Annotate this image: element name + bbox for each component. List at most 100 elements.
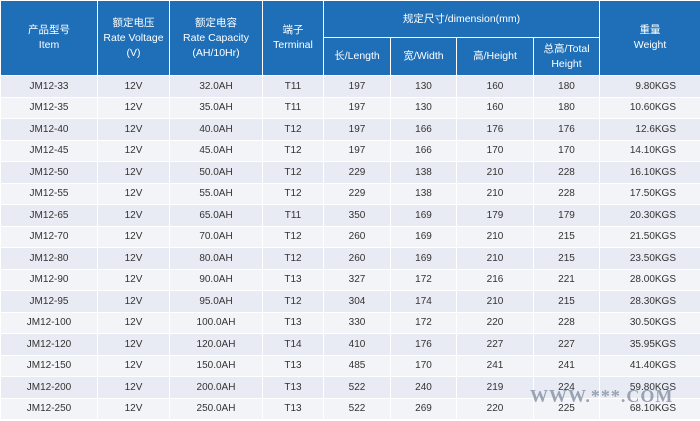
cell-height: 210: [456, 290, 534, 313]
cell-capacity: 100.0AH: [169, 312, 263, 334]
cell-capacity: 50.0AH: [169, 161, 263, 184]
cell-weight: 12.6KGS: [599, 118, 700, 141]
cell-width: 176: [390, 333, 457, 356]
header-width: 宽/Width: [390, 37, 457, 76]
cell-total-height: 215: [532, 247, 601, 270]
table-row: JM12-50 12V 50.0AH T12 229 138 210 228 16.10KGS: [0, 161, 700, 184]
cell-total-height: 180: [532, 97, 601, 119]
cell-voltage: 12V: [97, 290, 170, 313]
cell-total-height: 224: [532, 376, 601, 399]
cell-length: 197: [323, 97, 391, 119]
cell-height: 170: [456, 140, 534, 162]
cell-weight: 23.50KGS: [599, 247, 700, 270]
cell-capacity: 55.0AH: [169, 183, 263, 205]
cell-length: 197: [323, 118, 391, 141]
cell-item: JM12-35: [0, 97, 98, 119]
cell-voltage: 12V: [97, 204, 170, 227]
cell-length: 197: [323, 140, 391, 162]
cell-terminal: T11: [262, 204, 324, 227]
cell-terminal: T13: [262, 269, 324, 291]
cell-total-height: 179: [532, 204, 601, 227]
cell-item: JM12-45: [0, 140, 98, 162]
cell-terminal: T12: [262, 247, 324, 270]
cell-length: 229: [323, 161, 391, 184]
table-row: JM12-45 12V 45.0AH T12 197 166 170 170 14.10KGS: [0, 140, 700, 162]
cell-total-height: 170: [532, 140, 601, 162]
cell-length: 197: [323, 75, 391, 98]
cell-width: 166: [390, 140, 457, 162]
cell-item: JM12-40: [0, 118, 98, 141]
cell-total-height: 228: [532, 183, 601, 205]
cell-height: 210: [456, 247, 534, 270]
cell-height: 176: [456, 118, 534, 141]
cell-item: JM12-150: [0, 355, 98, 377]
cell-width: 269: [390, 398, 457, 420]
table-row: JM12-200 12V 200.0AH T13 522 240 219 224 59.80KG…: [0, 376, 700, 399]
cell-terminal: T12: [262, 183, 324, 205]
cell-capacity: 70.0AH: [169, 226, 263, 248]
cell-weight: 30.50KGS: [599, 312, 700, 334]
cell-length: 350: [323, 204, 391, 227]
cell-total-height: 215: [532, 226, 601, 248]
cell-height: 160: [456, 75, 534, 98]
cell-capacity: 35.0AH: [169, 97, 263, 119]
cell-weight: 68.10KGS: [599, 398, 700, 420]
cell-height: 210: [456, 226, 534, 248]
cell-capacity: 45.0AH: [169, 140, 263, 162]
cell-length: 260: [323, 247, 391, 270]
cell-voltage: 12V: [97, 333, 170, 356]
cell-total-height: 221: [532, 269, 601, 291]
cell-width: 169: [390, 204, 457, 227]
header-height: 高/Height: [456, 37, 534, 76]
cell-total-height: 228: [532, 161, 601, 184]
cell-height: 210: [456, 161, 534, 184]
table-row: JM12-90 12V 90.0AH T13 327 172 216 221 28.00KGS: [0, 269, 700, 291]
cell-width: 169: [390, 247, 457, 270]
cell-height: 227: [456, 333, 534, 356]
cell-height: 210: [456, 183, 534, 205]
cell-terminal: T12: [262, 226, 324, 248]
cell-terminal: T12: [262, 161, 324, 184]
cell-voltage: 12V: [97, 183, 170, 205]
table-row: JM12-120 12V 120.0AH T14 410 176 227 227 35.95KG…: [0, 333, 700, 356]
cell-width: 240: [390, 376, 457, 399]
cell-length: 522: [323, 376, 391, 399]
cell-length: 330: [323, 312, 391, 334]
table-row: JM12-95 12V 95.0AH T12 304 174 210 215 28.30KGS: [0, 290, 700, 313]
cell-voltage: 12V: [97, 269, 170, 291]
cell-item: JM12-55: [0, 183, 98, 205]
cell-terminal: T13: [262, 312, 324, 334]
cell-weight: 28.00KGS: [599, 269, 700, 291]
table-row: JM12-80 12V 80.0AH T12 260 169 210 215 23.50KGS: [0, 247, 700, 270]
table-row: JM12-70 12V 70.0AH T12 260 169 210 215 21.50KGS: [0, 226, 700, 248]
cell-terminal: T13: [262, 376, 324, 399]
cell-width: 130: [390, 75, 457, 98]
cell-weight: 16.10KGS: [599, 161, 700, 184]
cell-length: 522: [323, 398, 391, 420]
cell-weight: 9.80KGS: [599, 75, 700, 98]
cell-total-height: 227: [532, 333, 601, 356]
cell-item: JM12-95: [0, 290, 98, 313]
cell-terminal: T13: [262, 398, 324, 420]
cell-weight: 59.80KGS: [599, 376, 700, 399]
cell-width: 169: [390, 226, 457, 248]
cell-voltage: 12V: [97, 247, 170, 270]
cell-item: JM12-120: [0, 333, 98, 356]
header-terminal: 端子 Terminal: [262, 0, 324, 76]
cell-width: 138: [390, 183, 457, 205]
cell-capacity: 95.0AH: [169, 290, 263, 313]
table-row: JM12-150 12V 150.0AH T13 485 170 241 241 41.40KG…: [0, 355, 700, 377]
cell-weight: 10.60KGS: [599, 97, 700, 119]
cell-terminal: T12: [262, 118, 324, 141]
cell-item: JM12-80: [0, 247, 98, 270]
cell-total-height: 228: [532, 312, 601, 334]
cell-terminal: T13: [262, 355, 324, 377]
cell-capacity: 250.0AH: [169, 398, 263, 420]
cell-terminal: T12: [262, 290, 324, 313]
cell-capacity: 40.0AH: [169, 118, 263, 141]
cell-length: 327: [323, 269, 391, 291]
cell-voltage: 12V: [97, 118, 170, 141]
cell-capacity: 150.0AH: [169, 355, 263, 377]
cell-terminal: T14: [262, 333, 324, 356]
